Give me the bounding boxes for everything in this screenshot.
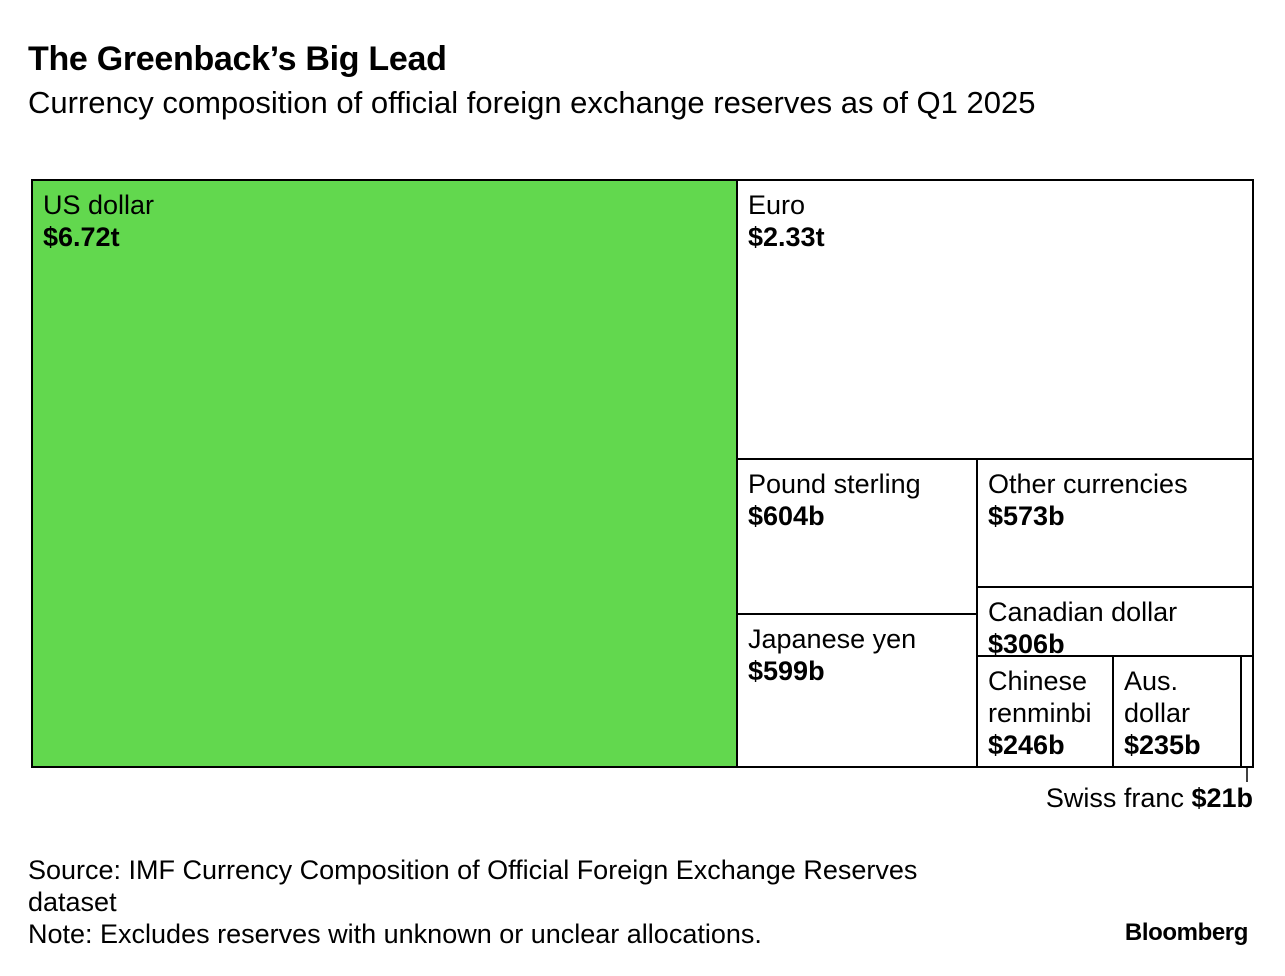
cell-label-euro: Euro (748, 190, 805, 220)
cell-value-chinese-renminbi: $246b (988, 730, 1065, 760)
cell-value-other-currencies: $573b (988, 501, 1065, 531)
source-line: Source: IMF Currency Composition of Offi… (28, 855, 918, 885)
treemap-cell-chinese-renminbi (976, 655, 1114, 768)
treemap-cell-other-currencies (976, 458, 1254, 588)
cell-label-canadian-dollar: Canadian dollar (988, 597, 1177, 627)
cell-label-japanese-yen: Japanese yen (748, 624, 916, 654)
cell-label-other-currencies: Other currencies (988, 469, 1188, 499)
treemap-cell-canadian-dollar (976, 586, 1254, 657)
cell-value-aus-dollar: $235b (1124, 730, 1201, 760)
cell-label-aus-dollar-line2: dollar (1124, 698, 1190, 728)
swiss-franc-name: Swiss franc (1046, 783, 1192, 813)
cell-label-aus-dollar: Aus. (1124, 666, 1178, 696)
treemap-cell-euro (736, 179, 1254, 460)
source-note: Source: IMF Currency Composition of Offi… (28, 854, 1028, 950)
cell-value-us-dollar: $6.72t (43, 222, 120, 252)
cell-label-pound-sterling: Pound sterling (748, 469, 921, 499)
cell-value-euro: $2.33t (748, 222, 825, 252)
cell-label-chinese-renminbi-line2: renminbi (988, 698, 1092, 728)
cell-value-swiss-franc: $21b (1191, 783, 1253, 813)
cell-label-us-dollar: US dollar (43, 190, 154, 220)
cell-label-chinese-renminbi: Chinese (988, 666, 1087, 696)
chart-subtitle: Currency composition of official foreign… (28, 85, 1036, 120)
bloomberg-logo: Bloomberg (1124, 919, 1248, 946)
cell-value-canadian-dollar: $306b (988, 629, 1065, 659)
treemap-cell-aus-dollar (1112, 655, 1242, 768)
treemap-cell-swiss-franc (1240, 655, 1254, 768)
cell-label-swiss-franc: Swiss franc $21b (1046, 783, 1253, 813)
cell-value-japanese-yen: $599b (748, 656, 825, 686)
chart-title: The Greenback’s Big Lead (28, 40, 447, 78)
cell-value-pound-sterling: $604b (748, 501, 825, 531)
treemap-cell-us-dollar (31, 179, 738, 768)
exclusion-note: Note: Excludes reserves with unknown or … (28, 919, 762, 949)
source-line-continued: dataset (28, 887, 117, 917)
